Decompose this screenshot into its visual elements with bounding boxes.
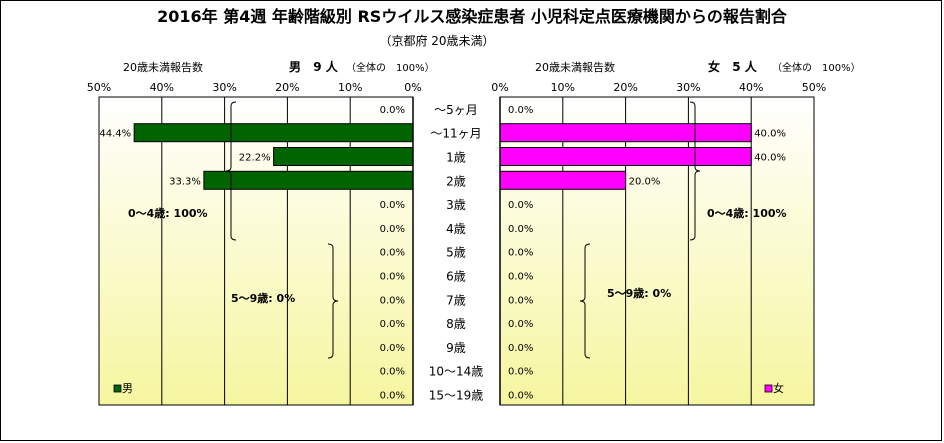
female-value-label: 0.0% [508,319,533,330]
male-value-label: 0.0% [380,272,405,283]
chart-title: 2016年 第4週 年齢階級別 RSウイルス感染症患者 小児科定点医療機関からの… [157,7,788,26]
female-value-label: 20.0% [629,176,661,187]
female-value-label: 0.0% [508,200,533,211]
group-label-0-4-male: 0～4歳: 100% [128,206,208,220]
group-label-0-4-female: 0～4歳: 100% [707,206,787,220]
female-value-label: 40.0% [754,129,786,140]
tick-label: 20% [613,81,637,94]
male-value-label: 0.0% [380,367,405,378]
category-label: 9歳 [446,341,466,355]
tick-label: 40% [150,81,174,94]
female-value-label: 40.0% [754,153,786,164]
category-label: 3歳 [446,198,466,212]
female-bar [499,123,752,143]
category-label: 4歳 [446,222,466,236]
category-label: ～5ヶ月 [434,103,478,117]
category-label: 2歳 [446,174,466,188]
male-value-label: 22.2% [239,153,271,164]
legend-label-male: 男 [122,382,133,395]
right-axis-caption: 20歳未満報告数 [535,61,615,74]
female-value-label: 0.0% [508,367,533,378]
category-label: 5歳 [446,246,466,260]
tick-label: 30% [676,81,700,94]
tick-label: 0% [491,81,508,94]
female-value-label: 0.0% [508,295,533,306]
male-bar [273,147,414,166]
brace-0-4-male [225,101,237,241]
male-bar [133,123,414,143]
male-value-label: 44.4% [99,129,131,140]
female-bar [499,147,752,166]
female-value-label: 0.0% [508,391,533,402]
female-value-label: 0.0% [508,224,533,235]
tick-label: 30% [212,81,236,94]
male-value-label: 33.3% [169,176,201,187]
chart-subtitle: （京都府 20歳未満） [379,33,494,48]
male-value-label: 0.0% [380,224,405,235]
category-label: ～11ヶ月 [430,127,481,141]
male-value-label: 0.0% [380,295,405,306]
left-axis-caption: 20歳未満報告数 [123,61,203,74]
left-plot-area [98,96,414,406]
male-value-label: 0.0% [380,105,405,116]
legend-swatch-female [764,384,773,393]
tick-label: 40% [739,81,763,94]
tick-label: 50% [802,81,826,94]
brace-5-9-female [579,243,591,359]
female-share-note: （全体の 100%） [772,61,861,74]
female-value-label: 0.0% [508,272,533,283]
male-share-note: （全体の 100%） [346,61,435,74]
brace-5-9-male [327,243,339,359]
male-value-label: 0.0% [380,200,405,211]
tick-label: 20% [275,81,299,94]
tick-label: 0% [404,81,421,94]
female-value-label: 0.0% [508,248,533,259]
group-label-5-9-female: 5～9歳: 0% [607,286,671,300]
tick-label: 50% [87,81,111,94]
category-label: 1歳 [446,151,466,165]
female-heading: 女 5 人 [708,59,758,74]
category-label: 15～19歳 [429,389,484,403]
male-value-label: 0.0% [380,343,405,354]
male-value-label: 0.0% [380,248,405,259]
brace-0-4-female [689,101,701,241]
male-value-label: 0.0% [380,319,405,330]
right-plot-area [499,96,815,406]
category-label: 8歳 [446,317,466,331]
category-label: 6歳 [446,270,466,284]
group-label-5-9-male: 5～9歳: 0% [231,291,295,305]
legend-swatch-male [113,384,122,393]
category-label: 7歳 [446,293,466,307]
legend-label-female: 女 [773,381,784,395]
category-label: 10～14歳 [429,365,484,379]
male-heading: 男 9 人 [289,59,339,74]
female-bar [499,170,627,190]
tick-label: 10% [338,81,362,94]
female-value-label: 0.0% [508,105,533,116]
male-value-label: 0.0% [380,391,405,402]
male-bar [203,170,414,190]
tick-label: 10% [551,81,575,94]
female-value-label: 0.0% [508,343,533,354]
